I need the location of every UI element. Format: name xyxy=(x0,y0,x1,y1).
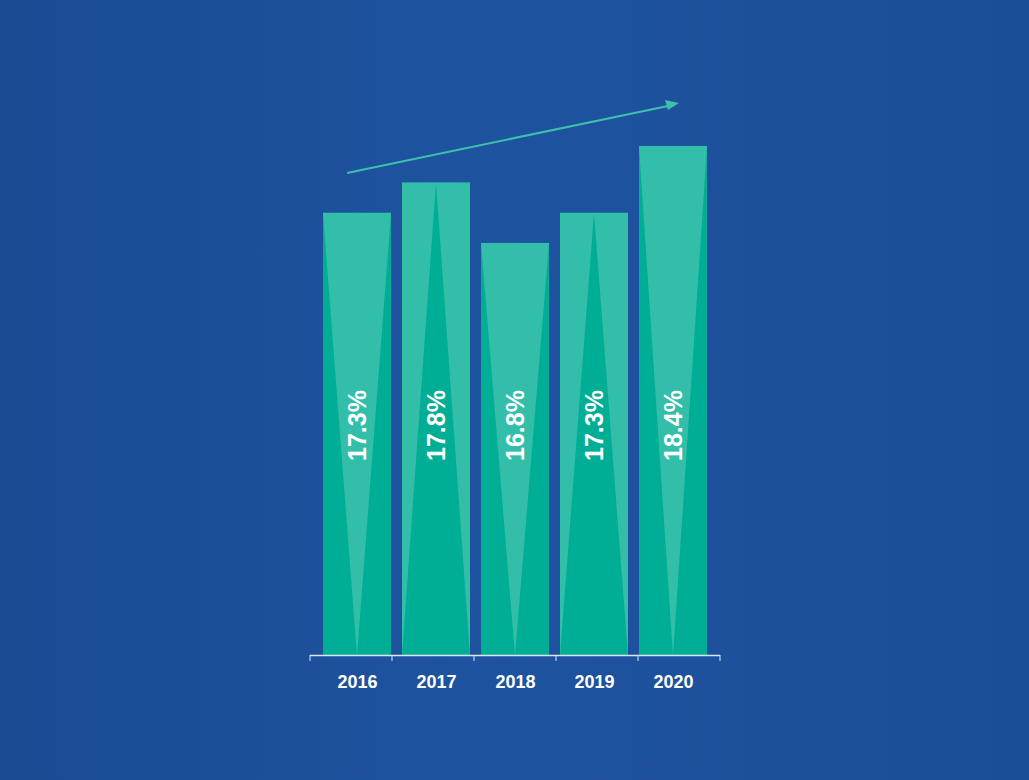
svg-text:2016: 2016 xyxy=(337,672,377,692)
svg-text:2017: 2017 xyxy=(416,672,456,692)
svg-text:2018: 2018 xyxy=(495,672,535,692)
svg-text:17.3%: 17.3% xyxy=(580,390,608,461)
svg-text:2020: 2020 xyxy=(653,672,693,692)
svg-text:18.4%: 18.4% xyxy=(659,390,687,461)
svg-text:2019: 2019 xyxy=(574,672,614,692)
svg-text:16.8%: 16.8% xyxy=(501,390,529,461)
svg-text:17.3%: 17.3% xyxy=(343,390,371,461)
svg-text:17.8%: 17.8% xyxy=(422,390,450,461)
